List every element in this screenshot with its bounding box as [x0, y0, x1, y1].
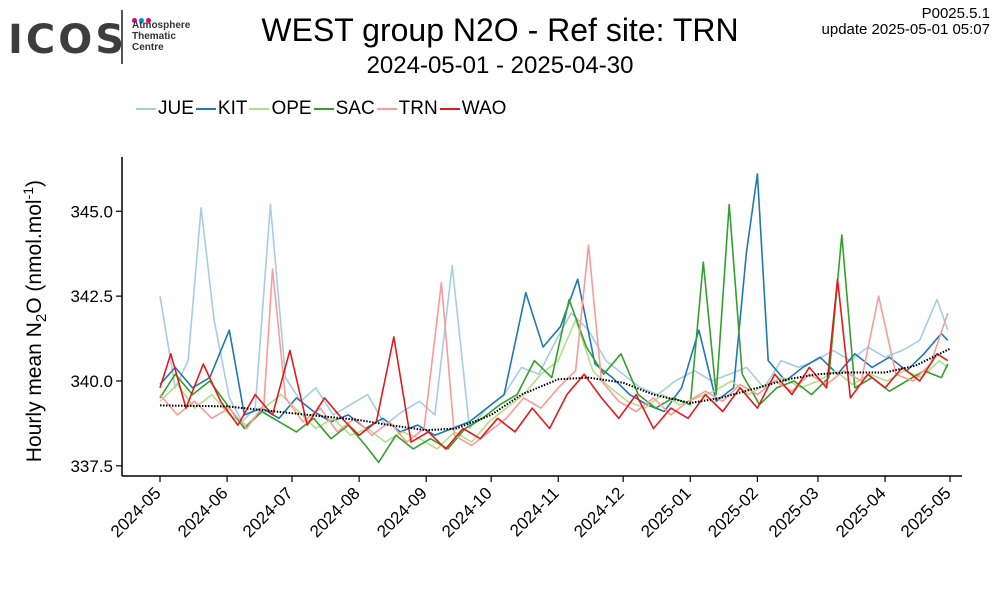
y-axis-label: Hourly mean N2O (nmol.mol-1) — [20, 176, 50, 466]
logo-dots — [132, 10, 153, 28]
legend-label: JUE — [158, 98, 194, 119]
update-label: update 2025-05-01 05:07 — [821, 21, 990, 38]
version-label: P0025.5.1 — [921, 5, 990, 22]
x-tick-label: 2024-12 — [570, 484, 628, 542]
x-tick-label: 2024-09 — [373, 484, 431, 542]
x-tick-label: 2025-01 — [637, 484, 695, 542]
x-tick-label: 2024-08 — [306, 484, 364, 542]
y-tick-label: 345.0 — [70, 202, 113, 221]
legend-label: SAC — [335, 98, 375, 119]
icos-logo: ICOS Atmosphere Thematic Centre — [8, 10, 208, 70]
series-line-ope — [159, 319, 949, 450]
legend-swatch — [376, 108, 397, 110]
legend-swatch — [313, 108, 334, 110]
legend-item-kit: KIT — [195, 98, 250, 120]
legend-item-jue: JUE — [136, 98, 196, 120]
logo-dot — [139, 18, 144, 23]
ylabel-sup: -1 — [19, 186, 36, 200]
x-tick-label: 2024-11 — [506, 484, 563, 541]
legend-swatch — [136, 108, 156, 110]
x-tick-label: 2024-07 — [239, 484, 297, 542]
trend-line — [159, 347, 951, 432]
legend-label: TRN — [398, 98, 438, 119]
legend-item-ope: OPE — [249, 98, 313, 120]
y-tick-label: 342.5 — [70, 287, 113, 306]
x-tick-label: 2024-05 — [107, 484, 165, 542]
x-tick-label: 2025-04 — [832, 484, 890, 542]
legend-label: WAO — [461, 98, 507, 119]
logo-divider — [121, 10, 123, 64]
legend-swatch — [439, 108, 460, 110]
ylabel-pre: Hourly mean N — [22, 322, 46, 463]
ylabel-post: ) — [22, 179, 46, 187]
legend-swatch — [249, 108, 270, 110]
logo-wordmark: ICOS — [8, 17, 128, 63]
legend-item-wao: WAO — [439, 98, 509, 120]
logo-subtitle: Atmosphere Thematic Centre — [132, 20, 191, 53]
x-tick-label: 2025-03 — [765, 484, 823, 542]
legend-swatch — [195, 108, 216, 110]
ylabel-sub: 2 — [33, 313, 51, 323]
series-line-wao — [159, 278, 949, 450]
legend-item-sac: SAC — [313, 98, 377, 120]
chart-subtitle: 2024-05-01 - 2025-04-30 — [366, 52, 634, 79]
legend-label: KIT — [217, 98, 248, 119]
chart-title: WEST group N2O - Ref site: TRN — [261, 12, 739, 48]
x-tick-label: 2024-06 — [174, 484, 232, 542]
logo-dot — [132, 18, 137, 23]
legend-label: OPE — [271, 98, 312, 119]
logo-dot — [146, 18, 151, 23]
y-tick-label: 340.0 — [70, 372, 113, 391]
chart-legend: JUE KIT OPE SAC TRN WAO — [136, 98, 508, 120]
x-tick-label: 2025-05 — [897, 484, 955, 542]
series-line-sac — [159, 203, 949, 464]
x-tick-label: 2025-02 — [704, 484, 762, 542]
legend-item-trn: TRN — [376, 98, 440, 120]
version-info: P0025.5.1 update 2025-05-01 05:07 — [822, 6, 990, 38]
y-tick-label: 337.5 — [70, 457, 113, 476]
x-tick-label: 2024-10 — [438, 484, 496, 542]
ylabel-mid: O (nmol.mol — [22, 199, 46, 314]
